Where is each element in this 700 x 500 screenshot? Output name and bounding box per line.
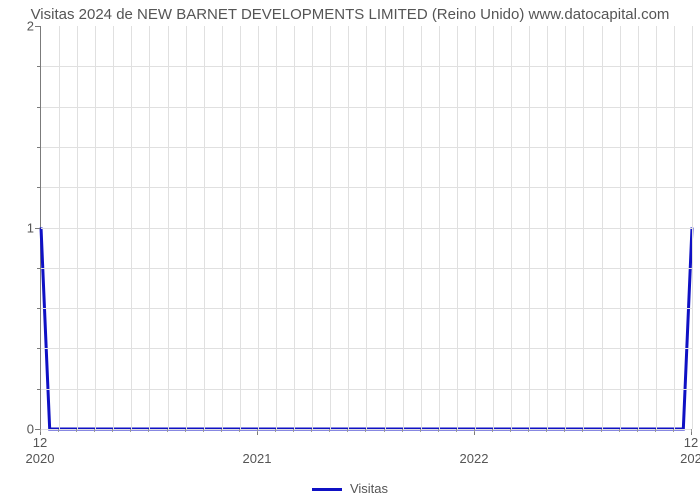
y-tick-mark-minor xyxy=(37,187,40,188)
gridline-horizontal xyxy=(41,107,692,108)
plot-area xyxy=(40,26,692,430)
y-tick-mark-minor xyxy=(37,308,40,309)
y-tick-label: 1 xyxy=(14,220,34,235)
y-tick-mark xyxy=(35,228,40,229)
y-tick-mark-minor xyxy=(37,389,40,390)
x-tick-mark-minor xyxy=(546,429,547,432)
x-tick-mark-minor xyxy=(420,429,421,432)
x-tick-mark-minor xyxy=(582,429,583,432)
y-tick-label: 2 xyxy=(14,19,34,34)
gridline-horizontal xyxy=(41,268,692,269)
x-tick-mark-minor xyxy=(619,429,620,432)
x-tick-mark-minor xyxy=(185,429,186,432)
x-tick-mark-minor xyxy=(167,429,168,432)
y-tick-mark xyxy=(35,26,40,27)
y-tick-mark-minor xyxy=(37,147,40,148)
x-tick-mark-minor xyxy=(275,429,276,432)
legend-swatch xyxy=(312,488,342,491)
x-tick-mark-minor xyxy=(637,429,638,432)
x-tick-mark-minor xyxy=(492,429,493,432)
x-tick-label: 2021 xyxy=(243,451,272,466)
x-tick-mark-minor xyxy=(474,429,475,432)
x-tick-mark-minor xyxy=(112,429,113,432)
x-tick-mark-minor xyxy=(655,429,656,432)
gridline-horizontal xyxy=(41,429,692,430)
x-tick-label: 202 xyxy=(680,451,700,466)
gridline-horizontal xyxy=(41,228,692,229)
x-tick-mark-minor xyxy=(456,429,457,432)
x-tick-mark-minor xyxy=(691,429,692,432)
x-tick-mark-minor xyxy=(384,429,385,432)
gridline-horizontal xyxy=(41,389,692,390)
x-tick-mark-minor xyxy=(203,429,204,432)
y-tick-mark-minor xyxy=(37,348,40,349)
x-tick-mark-minor xyxy=(528,429,529,432)
x-tick-mark-minor xyxy=(40,429,41,432)
x-secondary-label: 12 xyxy=(33,435,47,450)
x-tick-mark-minor xyxy=(311,429,312,432)
y-tick-mark-minor xyxy=(37,66,40,67)
x-tick-mark-minor xyxy=(130,429,131,432)
chart-container: Visitas 2024 de NEW BARNET DEVELOPMENTS … xyxy=(0,0,700,500)
x-tick-mark-minor xyxy=(257,429,258,432)
x-tick-mark-minor xyxy=(239,429,240,432)
x-tick-mark-minor xyxy=(365,429,366,432)
legend-label: Visitas xyxy=(350,481,388,496)
x-tick-mark-minor xyxy=(402,429,403,432)
x-tick-mark-minor xyxy=(76,429,77,432)
x-tick-mark-minor xyxy=(221,429,222,432)
x-tick-mark-minor xyxy=(347,429,348,432)
y-tick-label: 0 xyxy=(14,422,34,437)
y-tick-mark-minor xyxy=(37,268,40,269)
chart-title: Visitas 2024 de NEW BARNET DEVELOPMENTS … xyxy=(0,6,700,23)
x-tick-label: 2020 xyxy=(26,451,55,466)
y-tick-mark-minor xyxy=(37,107,40,108)
x-tick-mark-minor xyxy=(438,429,439,432)
gridline-horizontal xyxy=(41,147,692,148)
gridline-horizontal xyxy=(41,308,692,309)
x-tick-mark-minor xyxy=(673,429,674,432)
x-secondary-label: 12 xyxy=(684,435,698,450)
x-tick-mark-minor xyxy=(601,429,602,432)
x-tick-mark-minor xyxy=(293,429,294,432)
legend: Visitas xyxy=(0,481,700,496)
gridline-horizontal xyxy=(41,348,692,349)
gridline-horizontal xyxy=(41,66,692,67)
x-tick-label: 2022 xyxy=(460,451,489,466)
x-tick-mark-minor xyxy=(510,429,511,432)
x-tick-mark-minor xyxy=(564,429,565,432)
gridline-horizontal xyxy=(41,187,692,188)
x-tick-mark-minor xyxy=(148,429,149,432)
x-tick-mark-minor xyxy=(329,429,330,432)
x-tick-mark-minor xyxy=(58,429,59,432)
x-tick-mark-minor xyxy=(94,429,95,432)
gridline-vertical-minor xyxy=(692,26,693,429)
